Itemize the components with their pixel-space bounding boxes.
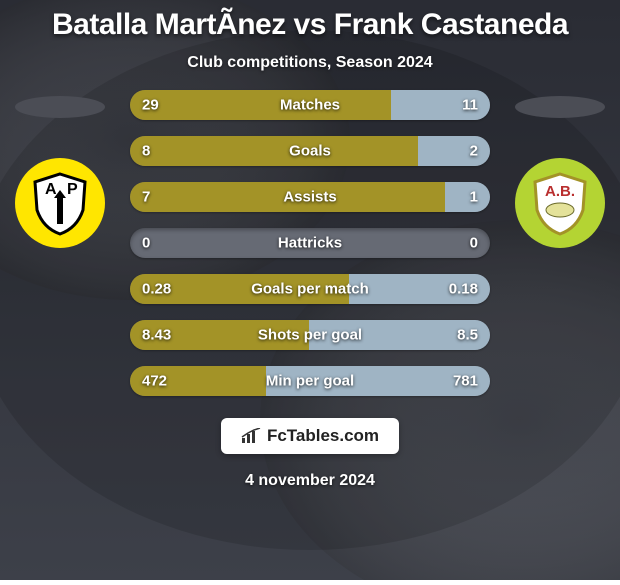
stat-label: Assists bbox=[283, 189, 336, 206]
stat-label: Goals per match bbox=[251, 281, 369, 298]
stat-value-left: 8 bbox=[142, 143, 150, 160]
stat-value-left: 0.28 bbox=[142, 281, 171, 298]
brand-text: FcTables.com bbox=[267, 426, 379, 446]
stat-label: Goals bbox=[289, 143, 331, 160]
crest-left-letter-p: P bbox=[67, 181, 78, 198]
stat-value-left: 0 bbox=[142, 235, 150, 252]
crest-left-svg: A P bbox=[25, 168, 95, 238]
subtitle: Club competitions, Season 2024 bbox=[187, 54, 432, 72]
stat-seg-left bbox=[130, 90, 391, 120]
player-right-ellipse bbox=[515, 96, 605, 118]
stat-value-left: 8.43 bbox=[142, 327, 171, 344]
player-right-side: A.B. bbox=[500, 90, 620, 248]
stat-value-right: 781 bbox=[453, 373, 478, 390]
stat-bars: Matches 29 11 Goals 8 2 Assists 7 1 Hattricks 0 0 Go… bbox=[120, 90, 500, 396]
player-right-crest: A.B. bbox=[515, 158, 605, 248]
player-left-ellipse bbox=[15, 96, 105, 118]
stat-value-right: 0 bbox=[470, 235, 478, 252]
stat-value-left: 29 bbox=[142, 97, 159, 114]
crest-left-letter-a: A bbox=[45, 181, 57, 198]
stat-value-right: 8.5 bbox=[457, 327, 478, 344]
stat-row: Assists 7 1 bbox=[130, 182, 490, 212]
stat-label: Matches bbox=[280, 97, 340, 114]
stat-seg-left bbox=[130, 136, 418, 166]
brand-badge[interactable]: FcTables.com bbox=[221, 418, 399, 454]
stat-row: Hattricks 0 0 bbox=[130, 228, 490, 258]
stat-value-left: 7 bbox=[142, 189, 150, 206]
stat-value-left: 472 bbox=[142, 373, 167, 390]
page-title: Batalla MartÃ­nez vs Frank Castaneda bbox=[52, 8, 568, 42]
stat-value-right: 11 bbox=[462, 97, 478, 114]
crest-right-letters: A.B. bbox=[545, 183, 575, 200]
stat-label: Min per goal bbox=[266, 373, 354, 390]
stat-label: Shots per goal bbox=[258, 327, 362, 344]
stat-label: Hattricks bbox=[278, 235, 342, 252]
stat-value-right: 0.18 bbox=[449, 281, 478, 298]
stat-row: Min per goal 472 781 bbox=[130, 366, 490, 396]
stat-value-right: 1 bbox=[470, 189, 478, 206]
crest-right-svg: A.B. bbox=[525, 168, 595, 238]
stat-row: Goals 8 2 bbox=[130, 136, 490, 166]
date-text: 4 november 2024 bbox=[245, 472, 375, 490]
player-left-side: A P bbox=[0, 90, 120, 248]
chart-icon bbox=[241, 428, 261, 444]
stat-row: Goals per match 0.28 0.18 bbox=[130, 274, 490, 304]
player-left-crest: A P bbox=[15, 158, 105, 248]
comparison-row: A P Matches 29 11 Goals 8 2 Assists 7 1 Hattricks… bbox=[0, 90, 620, 396]
stat-value-right: 2 bbox=[470, 143, 478, 160]
crest-left-tower bbox=[57, 196, 63, 224]
stat-seg-right bbox=[445, 182, 490, 212]
stat-row: Shots per goal 8.43 8.5 bbox=[130, 320, 490, 350]
crest-right-animal bbox=[546, 203, 574, 217]
stat-row: Matches 29 11 bbox=[130, 90, 490, 120]
stat-seg-right bbox=[418, 136, 490, 166]
